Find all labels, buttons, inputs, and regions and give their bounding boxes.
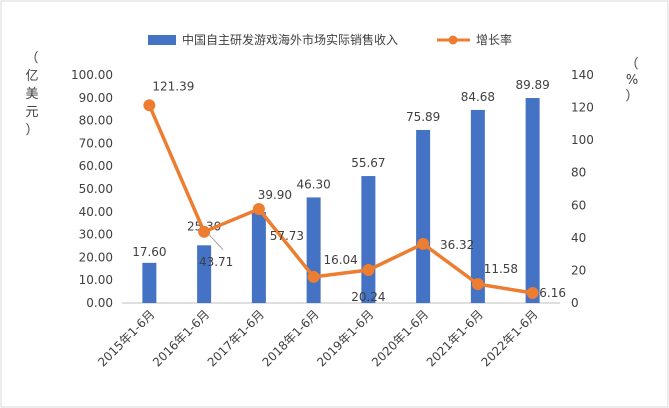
bar-data-label: 75.89	[406, 110, 440, 124]
line-markers	[143, 99, 539, 299]
right-unit-char: （	[625, 57, 638, 72]
left-tick-label: 0.00	[86, 296, 113, 310]
bar-data-label: 84.68	[461, 90, 495, 104]
bar-data-label: 55.67	[351, 156, 385, 170]
line-marker	[362, 264, 375, 277]
line-marker	[471, 278, 484, 291]
bar	[197, 245, 212, 303]
left-tick-label: 20.00	[79, 250, 113, 264]
line-data-label: 11.58	[484, 262, 518, 276]
right-tick-label: 60	[571, 198, 586, 212]
line-marker	[198, 225, 211, 238]
bar	[251, 212, 266, 303]
line-marker	[417, 237, 430, 250]
line-marker	[307, 270, 320, 283]
right-axis-ticks: 0 20 40 60 80 100 120 140	[571, 68, 594, 310]
right-unit-char: %	[626, 73, 638, 88]
left-unit-char: 元	[25, 105, 38, 120]
line-marker	[143, 99, 156, 112]
line-data-label: 16.04	[323, 253, 357, 267]
bar-data-label: 46.30	[296, 177, 330, 191]
left-tick-label: 50.00	[79, 182, 113, 196]
left-tick-label: 10.00	[79, 273, 113, 287]
legend-line-marker	[448, 35, 458, 45]
right-tick-label: 80	[571, 166, 586, 180]
right-tick-label: 0	[571, 296, 579, 310]
bar	[470, 109, 485, 304]
growth-rate-line	[147, 104, 533, 295]
right-tick-label: 100	[571, 133, 594, 147]
line-data-label: 20.24	[351, 290, 385, 304]
bar-data-label: 89.89	[515, 78, 549, 92]
left-unit-char: （	[25, 51, 38, 66]
legend-bar-label: 中国自主研发游戏海外市场实际销售收入	[182, 32, 398, 47]
bar-data-label: 17.60	[132, 245, 166, 259]
bar-data-label: 39.90	[258, 188, 292, 202]
line-data-label: 36.32	[440, 238, 474, 252]
bar	[142, 262, 157, 303]
right-tick-label: 40	[571, 231, 586, 245]
left-tick-label: 90.00	[79, 91, 113, 105]
right-tick-label: 140	[571, 68, 594, 82]
legend-bar-swatch	[148, 35, 176, 45]
legend: 中国自主研发游戏海外市场实际销售收入 增长率	[148, 32, 512, 47]
line-data-label: 57.73	[270, 229, 304, 243]
line-marker	[526, 286, 539, 299]
right-unit-char: ）	[625, 89, 638, 104]
right-tick-label: 20	[571, 263, 586, 277]
line-marker	[252, 202, 265, 215]
left-axis-ticks: 0.00 10.00 20.00 30.00 40.00 50.00 60.00 70.00 8…	[71, 68, 113, 310]
right-axis-unit: （ % ）	[625, 57, 638, 104]
bar	[416, 129, 431, 303]
leader-line	[208, 234, 224, 251]
bar	[525, 98, 540, 303]
left-unit-char: ）	[25, 123, 38, 138]
left-tick-label: 60.00	[79, 159, 113, 173]
right-tick-label: 120	[571, 101, 594, 115]
left-unit-char: 美	[25, 87, 38, 102]
bar	[361, 176, 376, 303]
bar	[306, 197, 321, 303]
left-tick-label: 40.00	[79, 205, 113, 219]
left-tick-label: 100.00	[71, 68, 113, 82]
left-tick-label: 30.00	[79, 228, 113, 242]
left-tick-label: 80.00	[79, 114, 113, 128]
line-data-labels: 121.39 43.71 57.73 16.04 20.24 36.32 11.58 6.16	[152, 79, 566, 304]
bar-series	[142, 98, 540, 304]
legend-line-label: 增长率	[476, 32, 512, 47]
line-data-label: 6.16	[539, 286, 566, 300]
left-unit-char: 亿	[25, 69, 38, 84]
left-axis-unit: （ 亿 美 元 ）	[25, 51, 38, 138]
left-tick-label: 70.00	[79, 136, 113, 150]
line-data-label: 121.39	[152, 79, 194, 93]
line-data-label: 43.71	[199, 255, 233, 269]
